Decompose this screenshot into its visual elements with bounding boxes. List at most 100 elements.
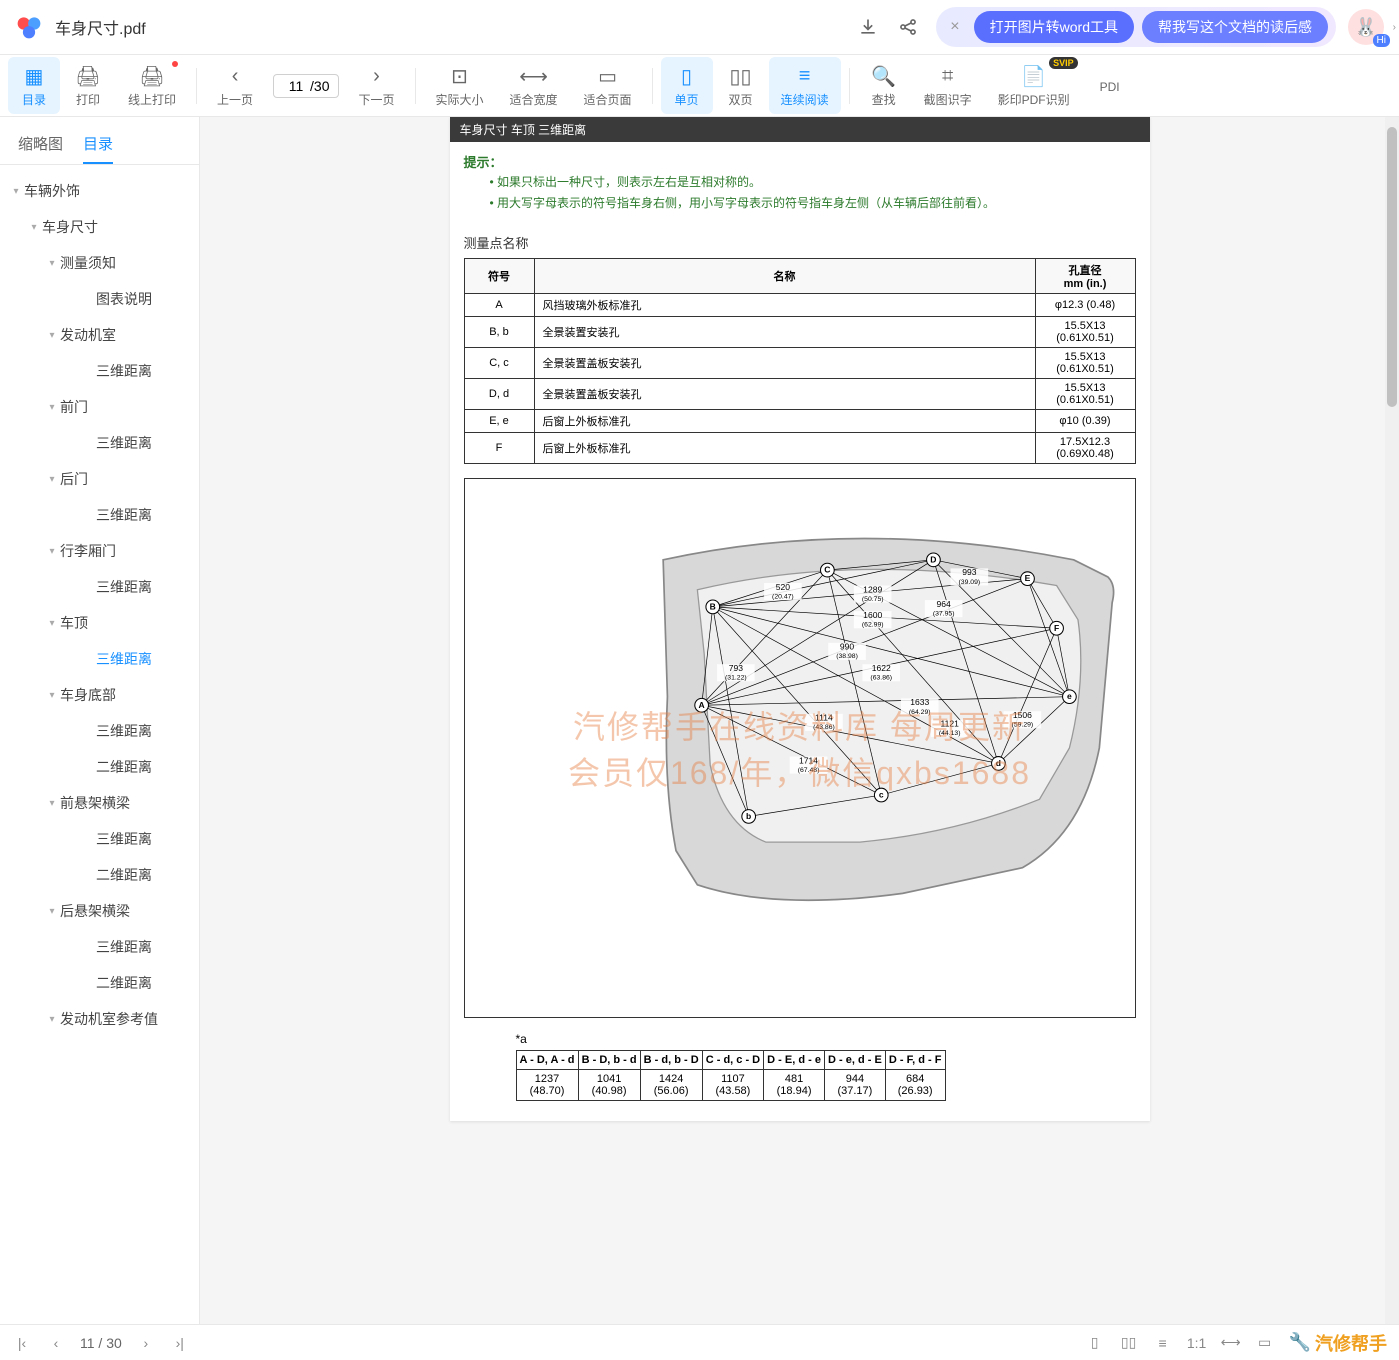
page-input-box[interactable]: / 30 (273, 74, 338, 98)
toc-item-label: 车身底部 (60, 685, 116, 705)
toolbar: ▦目录 🖨打印 🖨线上打印 ‹上一页 / 30 ›下一页 ⊡实际大小 ⟷适合宽度… (0, 55, 1399, 117)
toc-item[interactable]: 二维距离 (0, 965, 199, 1001)
hi-badge: Hi (1373, 34, 1390, 47)
toc-item-label: 车身尺寸 (42, 217, 98, 237)
continuous-button[interactable]: ≡连续阅读 (769, 57, 841, 114)
pdf-more-button[interactable]: PDI (1084, 72, 1136, 100)
toc-item[interactable]: 三维距离 (0, 929, 199, 965)
table-row: C, c全景装置盖板安装孔15.5X13(0.61X0.51) (464, 348, 1135, 379)
chevron-down-icon: ▾ (44, 618, 60, 629)
content-area[interactable]: 车身尺寸 车顶 三维距离 提示： • 如果只标出一种尺寸，则表示左右是互相对称的… (200, 117, 1399, 1324)
toc-list: ▾车辆外饰▾车身尺寸▾测量须知图表说明▾发动机室三维距离▾前门三维距离▾后门三维… (0, 165, 199, 1324)
toc-item[interactable]: 三维距离 (0, 425, 199, 461)
next-page-button[interactable]: ›下一页 (347, 57, 407, 114)
toc-item[interactable]: 三维距离 (0, 353, 199, 389)
toc-item[interactable]: ▾行李厢门 (0, 533, 199, 569)
svg-text:b: b (746, 811, 751, 821)
toc-item[interactable]: ▾后门 (0, 461, 199, 497)
fit-width-button[interactable]: ⟷适合宽度 (498, 57, 570, 114)
single-page-button[interactable]: ▯单页 (661, 57, 713, 114)
download-icon[interactable] (850, 9, 886, 45)
svg-text:C: C (824, 565, 830, 575)
fit-width-icon[interactable]: ⟷ (1221, 1334, 1241, 1351)
fit-page-icon[interactable]: ▭ (1255, 1334, 1275, 1351)
zoom-1-1-icon[interactable]: 1:1 (1187, 1335, 1207, 1351)
svg-text:A: A (698, 700, 704, 710)
tab-toc[interactable]: 目录 (83, 125, 113, 164)
shadow-pdf-button[interactable]: 📄SVIP影印PDF识别 (986, 57, 1082, 114)
toc-item-label: 二维距离 (96, 973, 152, 993)
svg-text:(20.47): (20.47) (772, 593, 794, 600)
svg-text:1114: 1114 (815, 713, 833, 723)
actual-size-button[interactable]: ⊡实际大小 (424, 57, 496, 114)
toc-item[interactable]: 二维距离 (0, 857, 199, 893)
promo-close-icon[interactable]: × (944, 18, 965, 36)
double-page-button[interactable]: ▯▯双页 (715, 57, 767, 114)
fit-page-button[interactable]: ▭适合页面 (572, 57, 644, 114)
table-row: E, e后窗上外板标准孔φ10 (0.39) (464, 410, 1135, 433)
tab-thumbnail[interactable]: 缩略图 (18, 125, 63, 164)
share-icon[interactable] (890, 9, 926, 45)
chevron-down-icon: ▾ (44, 906, 60, 917)
svg-text:(59.29): (59.29) (1011, 722, 1033, 729)
toc-item[interactable]: ▾车身底部 (0, 677, 199, 713)
promo-button-1[interactable]: 打开图片转word工具 (974, 11, 1134, 43)
view-mode-1-icon[interactable]: ▯ (1085, 1334, 1105, 1351)
screenshot-ocr-button[interactable]: ⌗截图识字 (912, 57, 984, 114)
toc-item[interactable]: 三维距离 (0, 569, 199, 605)
svg-text:(44.13): (44.13) (938, 730, 960, 737)
page-current-input[interactable] (282, 78, 310, 94)
last-page-icon[interactable]: ›| (170, 1335, 190, 1351)
th-name: 名称 (534, 259, 1035, 294)
toc-item-label: 后门 (60, 469, 88, 489)
page-total: 30 (314, 78, 330, 94)
toc-item-label: 三维距离 (96, 829, 152, 849)
promo-button-2[interactable]: 帮我写这个文档的读后感 (1142, 11, 1328, 43)
svg-text:(38.98): (38.98) (836, 653, 858, 660)
view-mode-3-icon[interactable]: ≡ (1153, 1335, 1173, 1351)
toc-item[interactable]: 二维距离 (0, 749, 199, 785)
toc-item-label: 三维距离 (96, 937, 152, 957)
hint-text-2: • 用大写字母表示的符号指车身右侧，用小写字母表示的符号指车身左侧（从车辆后部往… (450, 192, 1150, 213)
first-page-icon[interactable]: |‹ (12, 1335, 32, 1351)
find-button[interactable]: 🔍查找 (858, 57, 910, 114)
svg-text:c: c (878, 790, 883, 800)
sidebar-tabs: 缩略图 目录 (0, 117, 199, 165)
svg-text:520: 520 (775, 582, 790, 592)
svg-text:(31.22): (31.22) (725, 675, 747, 682)
toc-item[interactable]: 三维距离 (0, 497, 199, 533)
toc-item[interactable]: 三维距离 (0, 713, 199, 749)
toc-item-label: 车辆外饰 (24, 181, 80, 201)
toc-item[interactable]: 三维距离 (0, 821, 199, 857)
online-print-button[interactable]: 🖨线上打印 (116, 57, 188, 114)
view-mode-2-icon[interactable]: ▯▯ (1119, 1334, 1139, 1351)
vertical-scrollbar[interactable] (1385, 117, 1399, 1324)
prev-page-button[interactable]: ‹上一页 (205, 57, 265, 114)
diagram-svg: ABCDEFbcde 520(20.47)1289(50.75)993(39.0… (475, 489, 1125, 1007)
hint-label: 提示： (450, 142, 1150, 171)
toc-item[interactable]: ▾车辆外饰 (0, 173, 199, 209)
scrollbar-thumb[interactable] (1387, 127, 1397, 407)
toc-item[interactable]: ▾发动机室参考值 (0, 1001, 199, 1037)
next-icon[interactable]: › (136, 1335, 156, 1351)
toc-item[interactable]: ▾前门 (0, 389, 199, 425)
toc-item[interactable]: ▾测量须知 (0, 245, 199, 281)
app-logo (15, 13, 43, 41)
toc-item[interactable]: ▾车身尺寸 (0, 209, 199, 245)
toc-item[interactable]: ▾发动机室 (0, 317, 199, 353)
toc-item[interactable]: 图表说明 (0, 281, 199, 317)
catalog-button[interactable]: ▦目录 (8, 57, 60, 114)
svg-text:964: 964 (936, 599, 951, 609)
toc-item[interactable]: ▾车顶 (0, 605, 199, 641)
measurement-table: 符号 名称 孔直径mm (in.) A风挡玻璃外板标准孔φ12.3 (0.48)… (464, 258, 1136, 464)
print-button[interactable]: 🖨打印 (62, 57, 114, 114)
svg-text:793: 793 (728, 663, 743, 673)
prev-icon[interactable]: ‹ (46, 1335, 66, 1351)
toc-item[interactable]: ▾后悬架横梁 (0, 893, 199, 929)
user-avatar[interactable]: 🐰Hi › (1348, 9, 1384, 45)
toc-item[interactable]: 三维距离 (0, 641, 199, 677)
toc-item-label: 三维距离 (96, 721, 152, 741)
toc-item[interactable]: ▾前悬架横梁 (0, 785, 199, 821)
toc-item-label: 测量须知 (60, 253, 116, 273)
toc-item-label: 三维距离 (96, 577, 152, 597)
